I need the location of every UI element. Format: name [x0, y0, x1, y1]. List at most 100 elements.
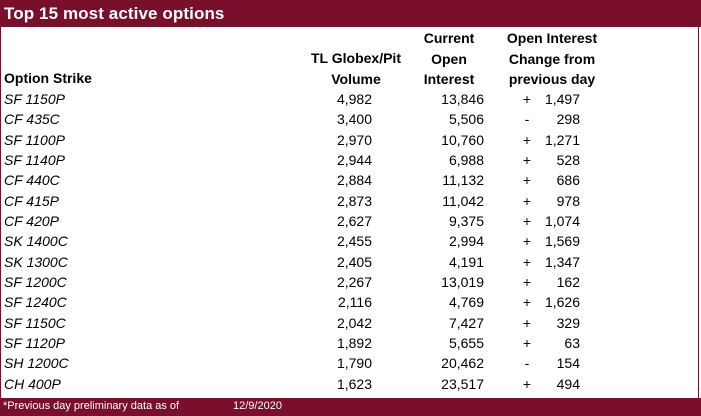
change-sign-cell: + — [522, 274, 532, 291]
option-strike-cell: CF 420P — [4, 213, 59, 230]
volume-cell: 4,982 — [336, 91, 372, 107]
table-row: CF 435C 3,400 5,506 - 298 — [0, 110, 701, 130]
volume-cell: 2,405 — [336, 253, 372, 270]
option-strike-cell: SK 1400C — [4, 233, 68, 250]
option-strike-cell: CF 435C — [4, 111, 60, 128]
option-strike-cell: SF 1140P — [4, 152, 65, 169]
volume-cell: 2,884 — [336, 172, 372, 189]
open-interest-cell: 13,019 — [441, 274, 484, 291]
change-sign-cell: + — [522, 91, 532, 107]
option-strike-cell: SF 1150C — [4, 314, 66, 331]
volume-cell: 2,042 — [336, 314, 372, 331]
volume-cell: 1,892 — [336, 335, 372, 352]
table-row: CF 420P 2,627 9,375 + 1,074 — [0, 212, 701, 232]
change-value-cell: 63 — [564, 335, 580, 352]
header-oi-line3: Interest — [423, 71, 475, 87]
volume-cell: 2,455 — [336, 233, 372, 250]
change-value-cell: 494 — [556, 375, 580, 392]
header-open-interest: Current Open Interest — [404, 28, 494, 90]
change-value-cell: 1,271 — [544, 131, 580, 148]
change-sign-cell: + — [522, 233, 532, 250]
change-sign-cell: + — [522, 152, 532, 169]
option-strike-cell: SH 1200C — [4, 355, 69, 372]
table-row: SF 1200C 2,267 13,019 + 162 — [0, 273, 701, 293]
option-strike-cell: SK 1300C — [4, 253, 68, 270]
header-volume: TL Globex/Pit Volume — [296, 48, 416, 89]
options-table-body: SF 1150P 4,982 13,846 + 1,497 CF 435C 3,… — [0, 90, 701, 395]
change-sign-cell: + — [522, 253, 532, 270]
open-interest-cell: 2,994 — [448, 233, 484, 250]
volume-cell: 2,944 — [336, 152, 372, 169]
title-bar: Top 15 most active options — [0, 0, 701, 27]
change-sign-cell: + — [522, 335, 532, 352]
header-volume-line1: TL Globex/Pit — [311, 50, 401, 66]
volume-cell: 2,873 — [336, 192, 372, 209]
change-sign-cell: + — [522, 294, 532, 311]
option-strike-cell: CF 440C — [4, 172, 60, 189]
footnote-date: 12/9/2020 — [233, 400, 282, 412]
open-interest-cell: 7,427 — [448, 314, 484, 331]
open-interest-cell: 10,760 — [441, 131, 484, 148]
change-value-cell: 978 — [556, 192, 580, 209]
change-sign-cell: + — [522, 131, 532, 148]
volume-cell: 2,970 — [336, 131, 372, 148]
change-value-cell: 162 — [556, 274, 580, 291]
change-value-cell: 1,626 — [544, 294, 580, 311]
volume-cell: 3,400 — [336, 111, 372, 128]
header-option-strike-label: Option Strike — [4, 70, 92, 86]
open-interest-cell: 23,517 — [441, 375, 484, 392]
change-value-cell: 1,497 — [544, 91, 580, 107]
option-strike-cell: CF 415P — [4, 192, 59, 209]
table-row: SH 1200C 1,790 20,462 - 154 — [0, 354, 701, 374]
change-sign-cell: - — [524, 355, 530, 372]
option-strike-cell: SF 1150P — [4, 91, 65, 107]
volume-cell: 2,116 — [338, 294, 372, 311]
option-strike-cell: SF 1200C — [4, 274, 67, 291]
change-value-cell: 686 — [556, 172, 580, 189]
open-interest-cell: 5,655 — [448, 335, 484, 352]
table-row: SK 1400C 2,455 2,994 + 1,569 — [0, 232, 701, 252]
header-oi-line1: Current — [423, 30, 475, 46]
page-title: Top 15 most active options — [4, 4, 225, 23]
volume-cell: 1,623 — [336, 375, 372, 392]
change-sign-cell: + — [522, 314, 532, 331]
footnote: *Previous day preliminary data as of — [3, 400, 180, 412]
option-strike-cell: SF 1240C — [4, 294, 67, 311]
table-row: CF 415P 2,873 11,042 + 978 — [0, 192, 701, 212]
open-interest-cell: 11,132 — [442, 172, 484, 189]
open-interest-cell: 13,846 — [441, 91, 484, 107]
header-volume-line2: Volume — [331, 70, 381, 87]
change-sign-cell: + — [522, 172, 532, 189]
header-oi-line2: Open — [431, 50, 467, 67]
table-row: CH 400P 1,623 23,517 + 494 — [0, 375, 701, 395]
table-row: SK 1300C 2,405 4,191 + 1,347 — [0, 253, 701, 273]
change-value-cell: 1,347 — [544, 253, 580, 270]
header-oi-change: Open Interest Change from previous day — [496, 28, 608, 90]
table-row: SF 1100P 2,970 10,760 + 1,271 — [0, 131, 701, 151]
open-interest-cell: 6,988 — [448, 152, 484, 169]
table-row: SF 1150C 2,042 7,427 + 329 — [0, 314, 701, 334]
header-option-strike: Option Strike — [4, 68, 92, 89]
change-value-cell: 298 — [556, 111, 580, 128]
volume-cell: 2,627 — [336, 213, 372, 230]
table-row: SF 1140P 2,944 6,988 + 528 — [0, 151, 701, 171]
open-interest-cell: 9,375 — [448, 213, 484, 230]
header-chg-line2: Change from — [508, 50, 596, 67]
change-value-cell: 329 — [556, 314, 580, 331]
change-value-cell: 1,569 — [544, 233, 580, 250]
change-sign-cell: - — [524, 111, 530, 128]
table-row: SF 1240C 2,116 4,769 + 1,626 — [0, 293, 701, 313]
change-sign-cell: + — [522, 375, 532, 392]
option-strike-cell: CH 400P — [4, 375, 61, 392]
change-value-cell: 154 — [556, 355, 580, 372]
change-sign-cell: + — [522, 213, 532, 230]
open-interest-cell: 11,042 — [442, 192, 484, 209]
option-strike-cell: SF 1100P — [4, 131, 65, 148]
header-chg-line3: previous day — [508, 71, 596, 87]
header-chg-line1: Open Interest — [506, 30, 598, 46]
change-value-cell: 1,074 — [544, 213, 580, 230]
footer-bar — [0, 398, 701, 416]
open-interest-cell: 5,506 — [448, 111, 484, 128]
open-interest-cell: 4,191 — [448, 253, 484, 270]
change-sign-cell: + — [522, 192, 532, 209]
